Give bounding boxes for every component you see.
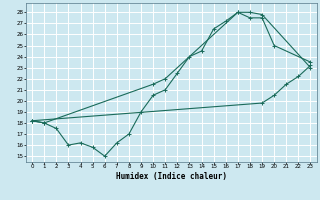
X-axis label: Humidex (Indice chaleur): Humidex (Indice chaleur) — [116, 172, 227, 181]
